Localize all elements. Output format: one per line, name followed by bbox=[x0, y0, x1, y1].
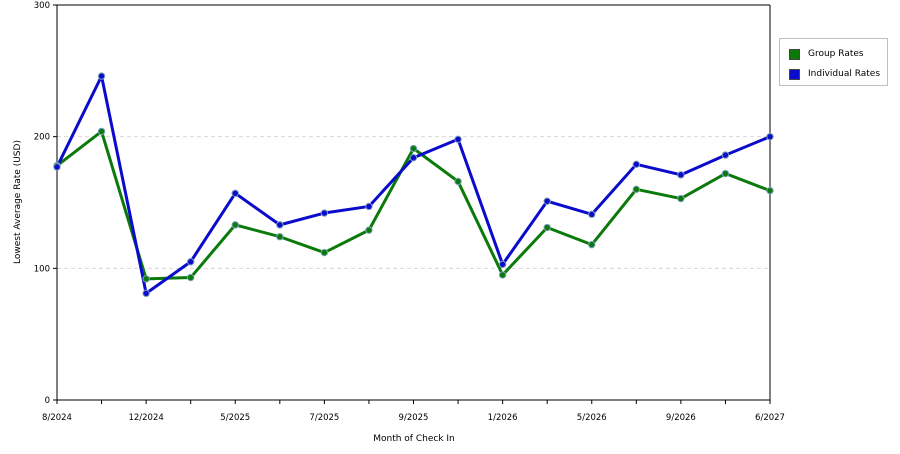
series-0-point bbox=[543, 223, 551, 232]
series-1-point bbox=[498, 260, 507, 269]
series-1-point bbox=[320, 209, 329, 217]
series-0-point bbox=[588, 240, 596, 249]
series-1-point bbox=[721, 151, 730, 159]
series-1-point bbox=[53, 163, 61, 171]
series-1-point bbox=[186, 258, 195, 266]
x-tick-label: 9/2026 bbox=[666, 413, 696, 423]
y-tick-label: 300 bbox=[34, 1, 50, 11]
legend: Group Rates Individual Rates bbox=[779, 38, 888, 86]
x-tick-label: 12/2024 bbox=[128, 413, 163, 423]
y-tick-label: 200 bbox=[34, 133, 50, 143]
series-0-point bbox=[276, 233, 284, 241]
series-0-point bbox=[677, 194, 685, 203]
series-0-point bbox=[632, 185, 641, 194]
series-1-point bbox=[365, 202, 373, 211]
series-0-point bbox=[409, 144, 418, 153]
series-1-point bbox=[276, 221, 284, 229]
series-0-point bbox=[454, 177, 462, 186]
series-1-point bbox=[677, 171, 685, 179]
series-0-point bbox=[365, 226, 373, 234]
x-tick-label: 9/2025 bbox=[399, 413, 429, 423]
x-tick-label: 8/2024 bbox=[42, 413, 72, 423]
x-axis-title: Month of Check In bbox=[373, 434, 455, 444]
legend-label-group-rates: Group Rates bbox=[808, 49, 864, 59]
series-0-point bbox=[721, 169, 730, 178]
x-tick-label: 5/2026 bbox=[577, 413, 607, 423]
y-tick-label: 100 bbox=[34, 264, 50, 274]
series-0-point bbox=[766, 186, 774, 195]
series-0-point bbox=[97, 127, 106, 136]
series-0-point bbox=[498, 271, 507, 279]
series-line-0 bbox=[56, 129, 771, 281]
legend-item-group-rates: Group Rates bbox=[789, 47, 864, 61]
series-1-point bbox=[632, 160, 641, 169]
series-0-point bbox=[142, 275, 150, 283]
series-1-point bbox=[588, 210, 596, 219]
series-1-point bbox=[409, 154, 418, 162]
legend-swatch-individual-rates bbox=[789, 68, 800, 80]
x-tick-label: 1/2026 bbox=[488, 413, 518, 423]
x-tick-label: 6/2027 bbox=[755, 413, 785, 423]
series-1-point bbox=[142, 289, 150, 298]
series-line-1 bbox=[55, 74, 771, 295]
y-axis-title: Lowest Average Rate (USD) bbox=[13, 140, 23, 264]
series-1-point bbox=[543, 197, 551, 205]
y-tick-label: 0 bbox=[45, 396, 50, 406]
legend-swatch-group-rates bbox=[789, 48, 800, 60]
series-layer bbox=[53, 72, 774, 298]
series-1-point bbox=[454, 135, 462, 144]
x-tick-label: 5/2025 bbox=[220, 413, 250, 423]
series-0-point bbox=[231, 221, 239, 229]
series-1-point bbox=[766, 132, 774, 141]
legend-label-individual-rates: Individual Rates bbox=[808, 69, 881, 79]
series-0-point bbox=[186, 273, 195, 282]
series-1-point bbox=[231, 189, 239, 197]
axes-layer: 0 100 200 300 8/2024 12/2024 5/2025 7/2025 9/202… bbox=[34, 1, 785, 423]
series-0-point bbox=[320, 248, 329, 257]
series-1-point bbox=[97, 72, 106, 80]
x-tick-label: 7/2025 bbox=[309, 413, 339, 423]
legend-item-individual-rates: Individual Rates bbox=[789, 67, 880, 81]
